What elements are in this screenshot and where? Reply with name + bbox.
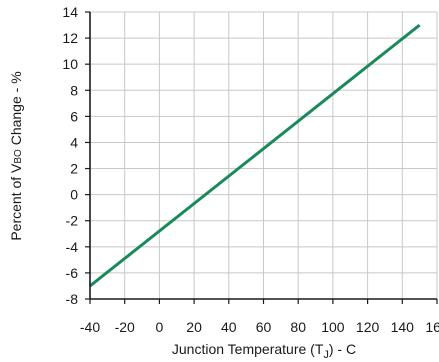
y-tick-label: 14: [62, 4, 78, 20]
y-tick-label: 12: [62, 30, 78, 46]
y-tick-label: -6: [66, 265, 79, 281]
series-layer: [89, 23, 421, 288]
y-tick-label: 4: [70, 134, 78, 150]
x-axis-title: Junction Temperature (TJ) - C: [172, 341, 356, 361]
y-tick-label: -8: [66, 291, 79, 307]
x-tick-label: 120: [356, 319, 380, 335]
x-tick-label: 160: [425, 319, 439, 335]
x-tick-label: -20: [115, 319, 135, 335]
y-tick-label: -2: [66, 213, 79, 229]
series-line: [89, 23, 421, 288]
x-tick-label: -40: [80, 319, 100, 335]
x-tick-label: 20: [186, 319, 202, 335]
tick-labels: -40-20020406080100120140160-8-6-4-202468…: [62, 4, 439, 335]
x-tick-label: 0: [156, 319, 164, 335]
axes: [85, 11, 438, 304]
y-tick-label: 0: [70, 187, 78, 203]
y-tick-label: 2: [70, 161, 78, 177]
grid: [89, 11, 438, 300]
x-tick-label: 80: [290, 319, 306, 335]
y-tick-label: -4: [66, 239, 79, 255]
y-tick-label: 6: [70, 108, 78, 124]
x-tick-label: 140: [391, 319, 415, 335]
x-tick-label: 60: [256, 319, 272, 335]
y-tick-label: 10: [62, 56, 78, 72]
x-tick-label: 100: [321, 319, 345, 335]
x-tick-label: 40: [221, 319, 237, 335]
y-axis-title: Percent of VBO Change - %: [8, 71, 24, 240]
y-tick-label: 8: [70, 82, 78, 98]
